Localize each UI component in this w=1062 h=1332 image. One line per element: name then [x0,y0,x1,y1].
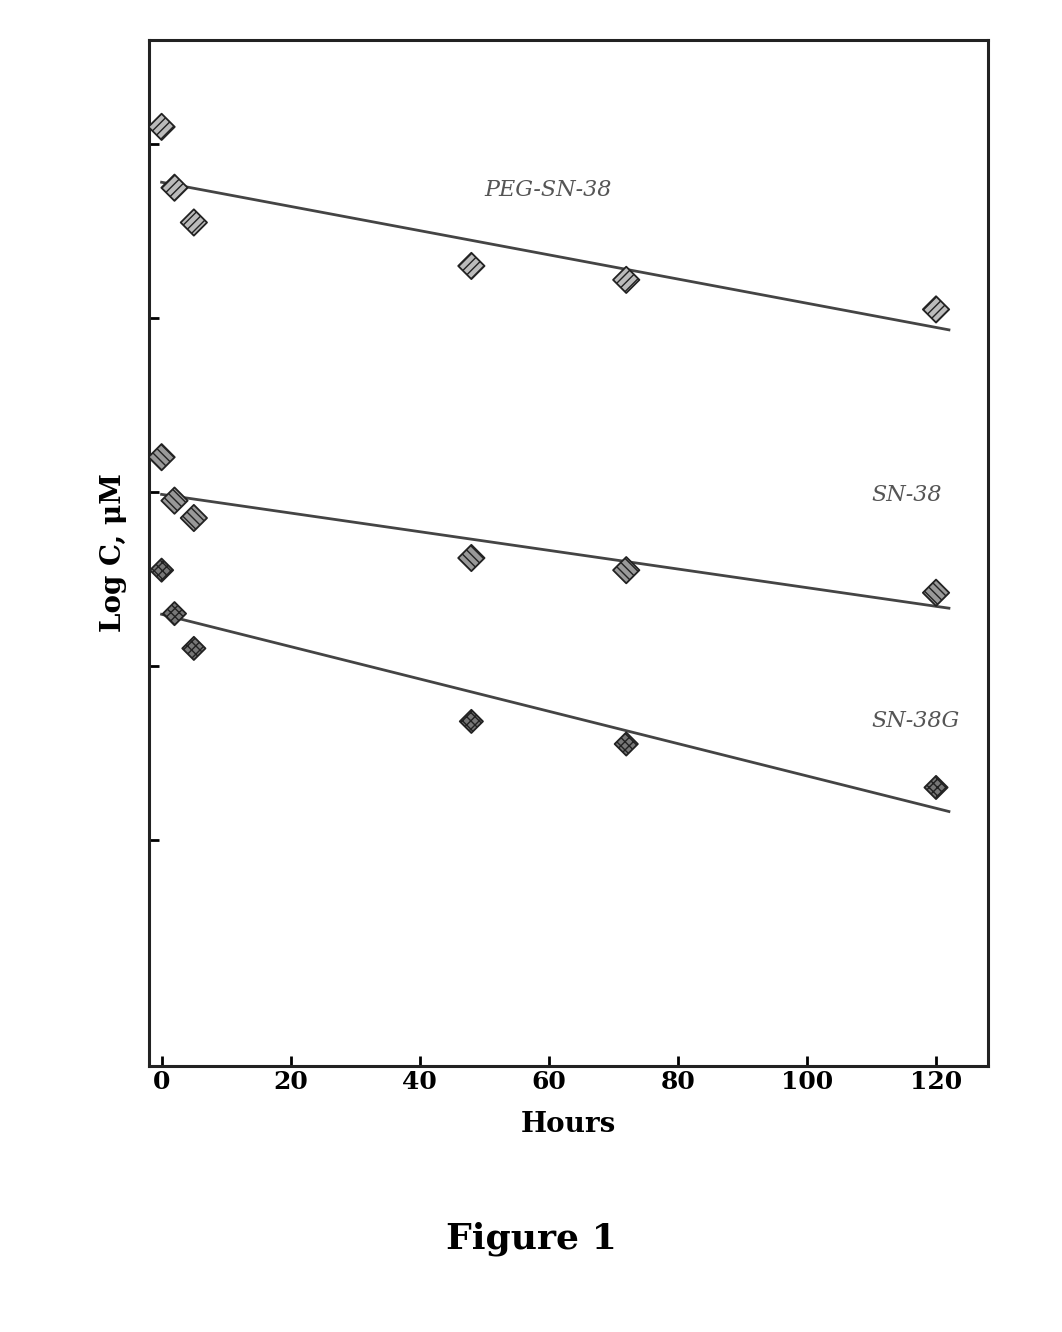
Point [463,256,480,277]
X-axis label: Hours: Hours [520,1111,616,1138]
Point [166,603,183,625]
Point [618,559,635,581]
Point [463,547,480,569]
Point [186,507,203,529]
Text: SN-38G: SN-38G [872,710,960,731]
Point [166,177,183,198]
Point [186,638,203,659]
Point [463,711,480,733]
Point [618,734,635,755]
Point [153,116,170,137]
Point [153,559,170,581]
Point [927,777,944,798]
Point [186,212,203,233]
Text: PEG-SN-38: PEG-SN-38 [484,180,612,201]
Point [153,446,170,468]
Text: Figure 1: Figure 1 [446,1221,616,1256]
Point [927,298,944,320]
Point [618,269,635,290]
Y-axis label: Log C, μM: Log C, μM [100,473,127,633]
Point [927,582,944,603]
Text: SN-38: SN-38 [872,484,942,506]
Point [166,490,183,511]
